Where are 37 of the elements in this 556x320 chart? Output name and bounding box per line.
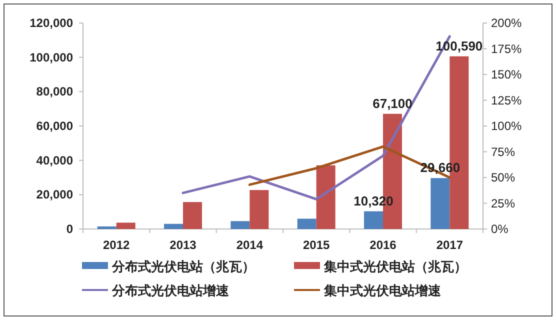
legend-label: 分布式光伏电站（兆瓦）	[111, 259, 255, 274]
bar	[116, 222, 136, 229]
bar	[364, 211, 383, 229]
y-tick-label: 0	[66, 222, 74, 236]
y2-tick-label: 100%	[491, 119, 522, 133]
y-tick-label: 120,000	[30, 16, 74, 30]
data-label: 67,100	[372, 96, 412, 111]
legend-label: 集中式光伏电站增速	[323, 283, 442, 298]
bar	[97, 226, 116, 229]
y2-tick-label: 150%	[491, 68, 522, 82]
y-tick-label: 40,000	[36, 153, 74, 168]
y2-tick-label: 200%	[491, 16, 522, 30]
y-tick-label: 80,000	[36, 84, 74, 99]
y-tick-label: 100,000	[30, 50, 74, 64]
x-tick-label: 2012	[102, 238, 130, 252]
bar	[316, 165, 336, 229]
x-tick-label: 2014	[236, 238, 264, 252]
y2-tick-label: 125%	[491, 93, 522, 108]
x-tick-label: 2015	[302, 238, 330, 252]
bar	[250, 190, 269, 229]
y2-tick-label: 175%	[491, 42, 522, 56]
y-tick-label: 60,000	[36, 119, 74, 133]
bar	[164, 224, 183, 229]
y2-tick-label: 0%	[491, 222, 509, 236]
y2-tick-label: 50%	[491, 170, 516, 184]
legend-label: 集中式光伏电站（兆瓦）	[323, 259, 467, 274]
legend-label: 分布式光伏电站增速	[111, 283, 230, 298]
x-tick-label: 2016	[370, 238, 397, 252]
x-tick-label: 2013	[170, 238, 197, 252]
bar	[230, 221, 250, 229]
bar	[183, 202, 202, 229]
y2-tick-label: 75%	[491, 144, 516, 159]
y-tick-label: 20,000	[36, 188, 74, 202]
bar	[297, 218, 316, 229]
bar	[430, 178, 450, 229]
x-tick-label: 2017	[436, 238, 464, 252]
y2-tick-label: 25%	[491, 196, 516, 210]
